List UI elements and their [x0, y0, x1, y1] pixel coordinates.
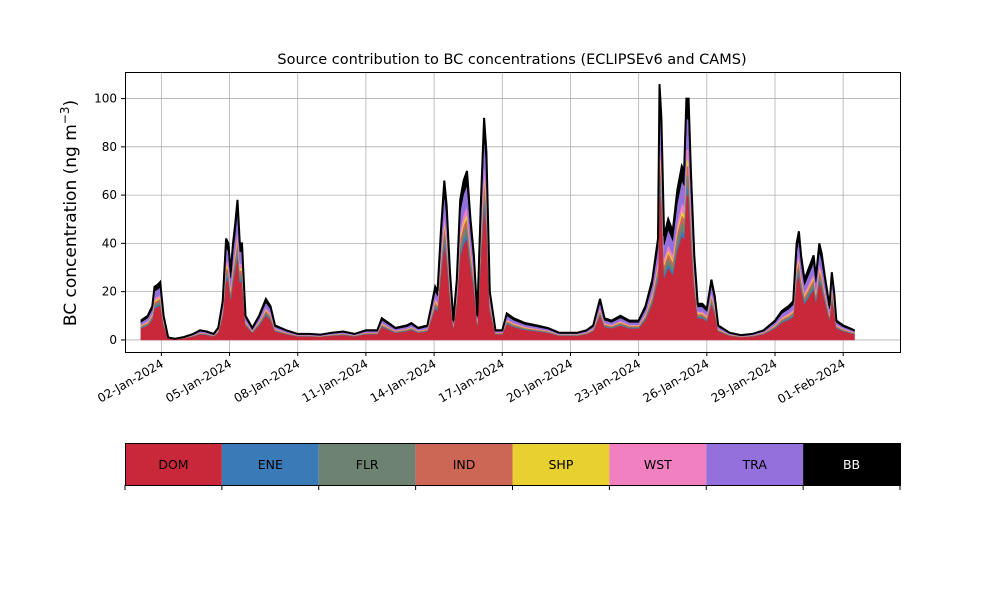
y-tick-label: 60 — [102, 188, 117, 202]
area-ene — [140, 178, 855, 340]
y-axis-ticks: 0 20 40 60 80 100 — [94, 92, 125, 347]
area-wst — [140, 137, 855, 340]
x-tick-label: 02-Jan-2024 — [95, 356, 166, 405]
y-tick-label: 40 — [102, 236, 117, 250]
legend-swatch-dom — [125, 443, 222, 485]
x-axis-ticks: 02-Jan-202405-Jan-202408-Jan-202411-Jan-… — [95, 352, 848, 406]
legend-swatch-shp — [512, 443, 610, 485]
x-tick-label: 29-Jan-2024 — [709, 356, 780, 405]
chart-title: Source contribution to BC concentrations… — [277, 52, 746, 68]
x-tick-label: 17-Jan-2024 — [436, 356, 507, 405]
x-tick-label: 23-Jan-2024 — [572, 356, 643, 405]
area-bb — [140, 84, 855, 340]
y-tick-label: 20 — [102, 285, 117, 299]
y-tick-label: 100 — [94, 92, 117, 106]
legend-swatch-bb — [803, 443, 900, 485]
y-tick-label: 80 — [102, 140, 117, 154]
legend-label-bb: BB — [843, 457, 860, 472]
y-tick-label: 0 — [109, 333, 117, 347]
legend-swatch-wst — [609, 443, 707, 485]
area-ind — [140, 155, 855, 340]
x-tick-label: 14-Jan-2024 — [368, 356, 439, 405]
legend-label-wst: WST — [644, 457, 672, 472]
area-shp — [140, 149, 855, 340]
legend-swatch-flr — [318, 443, 416, 485]
x-tick-label: 20-Jan-2024 — [504, 356, 575, 405]
x-tick-label: 01-Feb-2024 — [775, 356, 848, 406]
x-tick-label: 11-Jan-2024 — [300, 356, 371, 405]
x-tick-label: 26-Jan-2024 — [641, 356, 712, 405]
plot-frame — [125, 72, 901, 353]
area-tra — [140, 105, 855, 340]
legend-swatch-ind — [415, 443, 513, 485]
x-tick-label: 08-Jan-2024 — [231, 356, 302, 405]
legend-label-ind: IND — [453, 457, 476, 472]
y-axis-label: BC concentration (ng m−3) — [58, 100, 81, 326]
legend-swatch-ene — [221, 443, 319, 485]
legend-label-flr: FLR — [356, 457, 379, 472]
legend-label-shp: SHP — [549, 457, 574, 472]
stacked-areas — [140, 84, 855, 341]
x-tick-label: 05-Jan-2024 — [163, 356, 234, 405]
gridlines — [125, 72, 900, 352]
area-flr — [140, 165, 855, 340]
source-legend-colorbar: DOM ENE FLR IND SHP WST TRA BB — [124, 443, 901, 490]
legend-label-dom: DOM — [158, 457, 188, 472]
legend-label-ene: ENE — [258, 457, 283, 472]
area-dom — [140, 186, 855, 341]
total-outline — [140, 84, 855, 340]
legend-swatch-tra — [706, 443, 804, 485]
legend-label-tra: TRA — [742, 457, 768, 472]
